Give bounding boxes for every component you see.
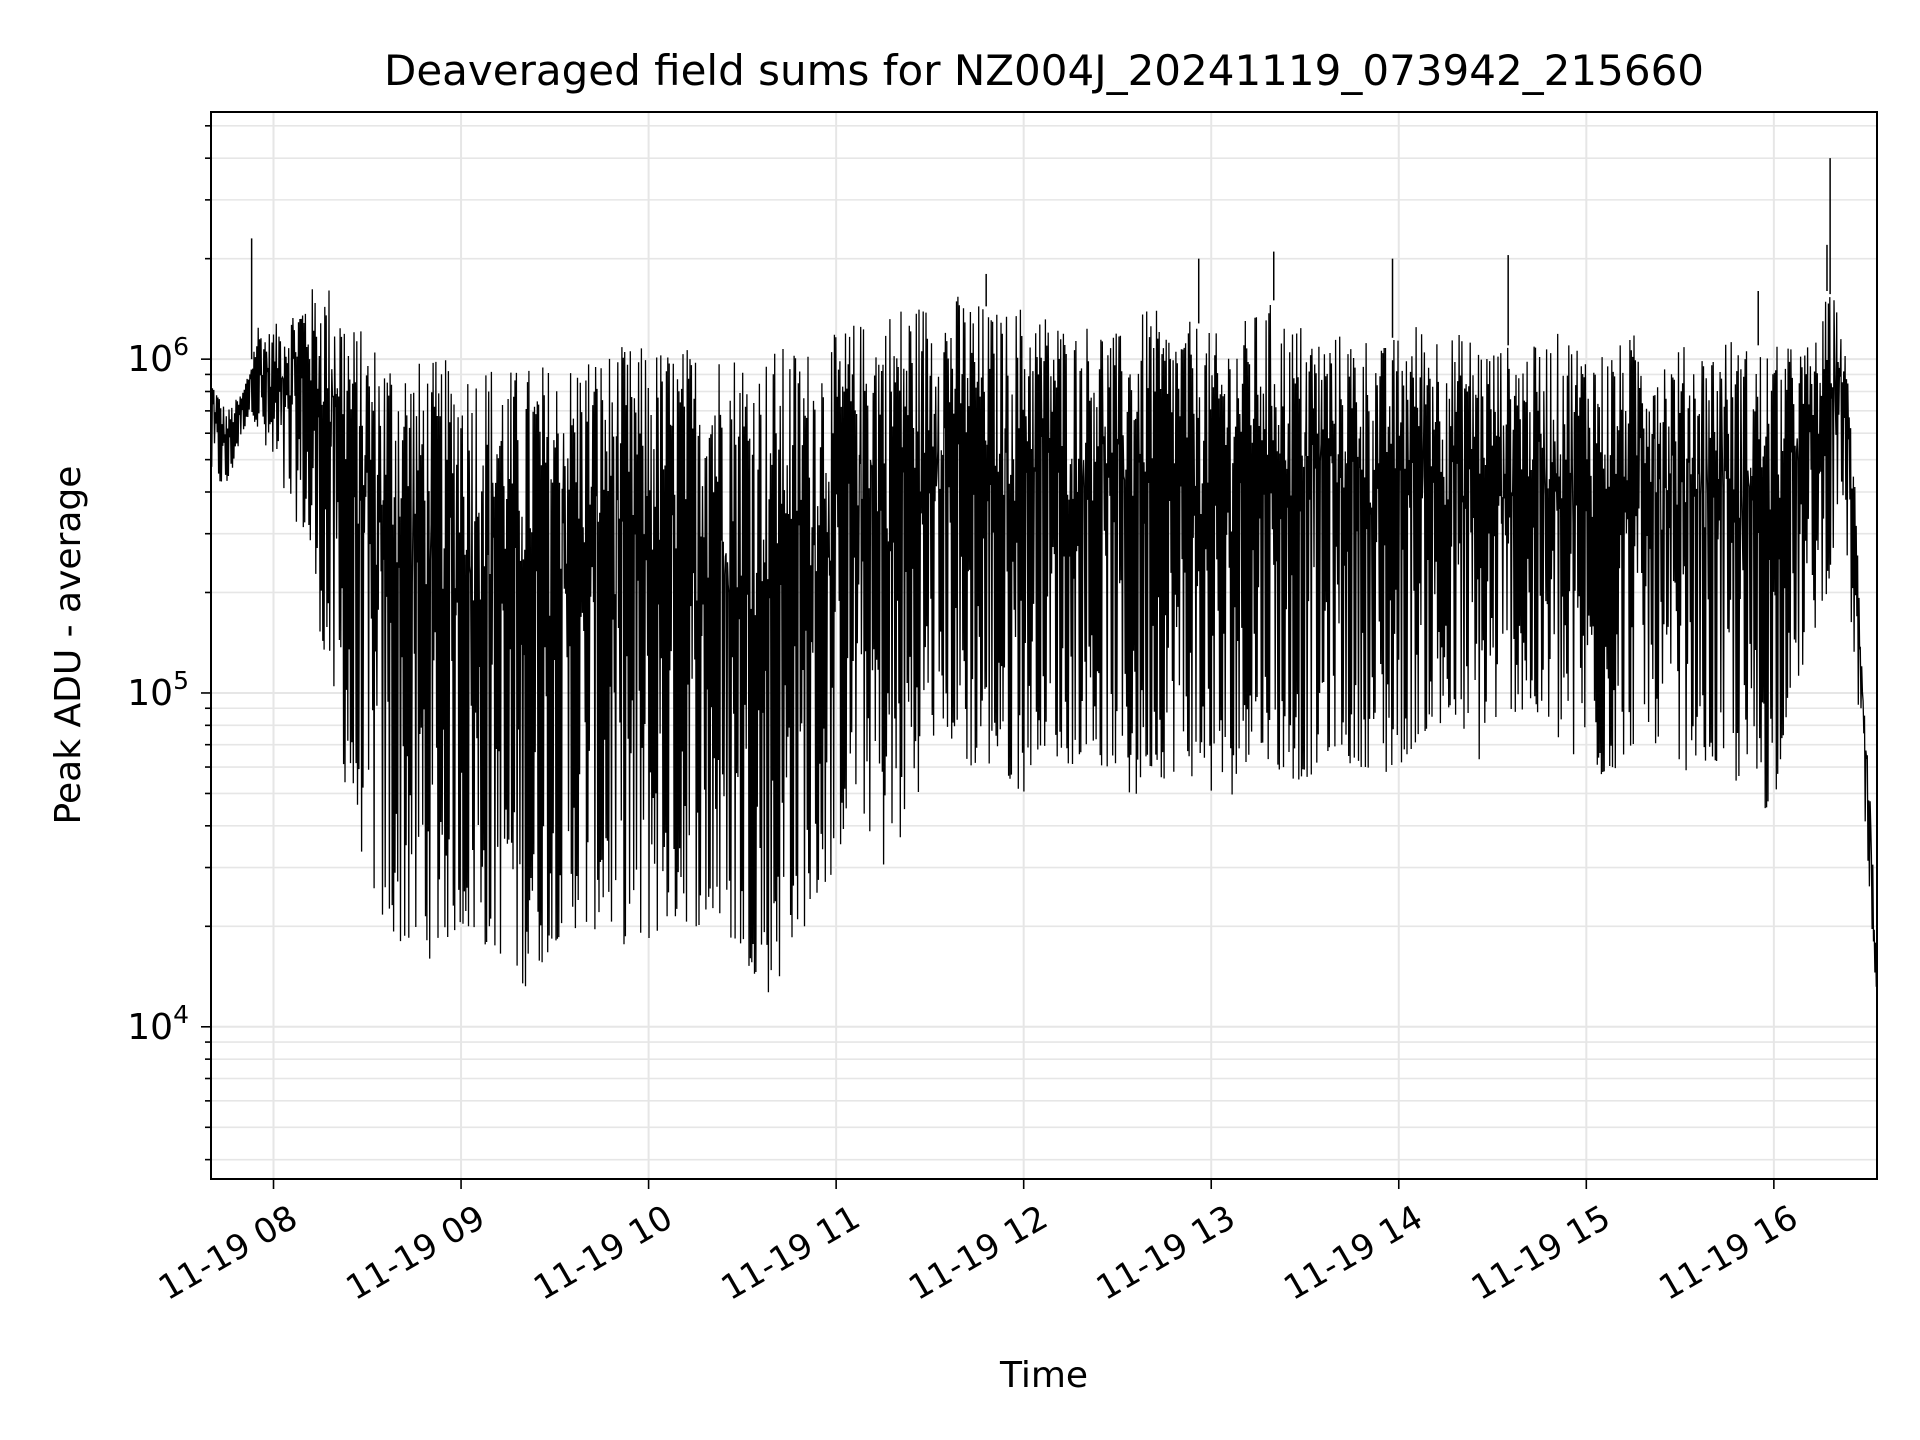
y-tick-label: 106 [127, 332, 189, 380]
y-tick-label: 105 [127, 666, 189, 714]
y-tick-label-base: 10 [127, 339, 173, 380]
plot-area-frame [210, 111, 1878, 1180]
y-tick-label-base: 10 [127, 1007, 173, 1048]
series-line [210, 289, 1878, 993]
y-tick-label-exponent: 5 [173, 666, 189, 695]
x-axis-label: Time [999, 1355, 1088, 1396]
y-axis-label: Peak ADU - average [48, 466, 89, 825]
chart-title: Deaveraged field sums for NZ004J_2024111… [384, 46, 1704, 95]
y-tick-label: 104 [127, 1000, 189, 1048]
y-tick-label-exponent: 4 [173, 1000, 189, 1029]
y-tick-label-exponent: 6 [173, 332, 189, 361]
y-tick-label-base: 10 [127, 673, 173, 714]
series-layer [210, 158, 1878, 993]
